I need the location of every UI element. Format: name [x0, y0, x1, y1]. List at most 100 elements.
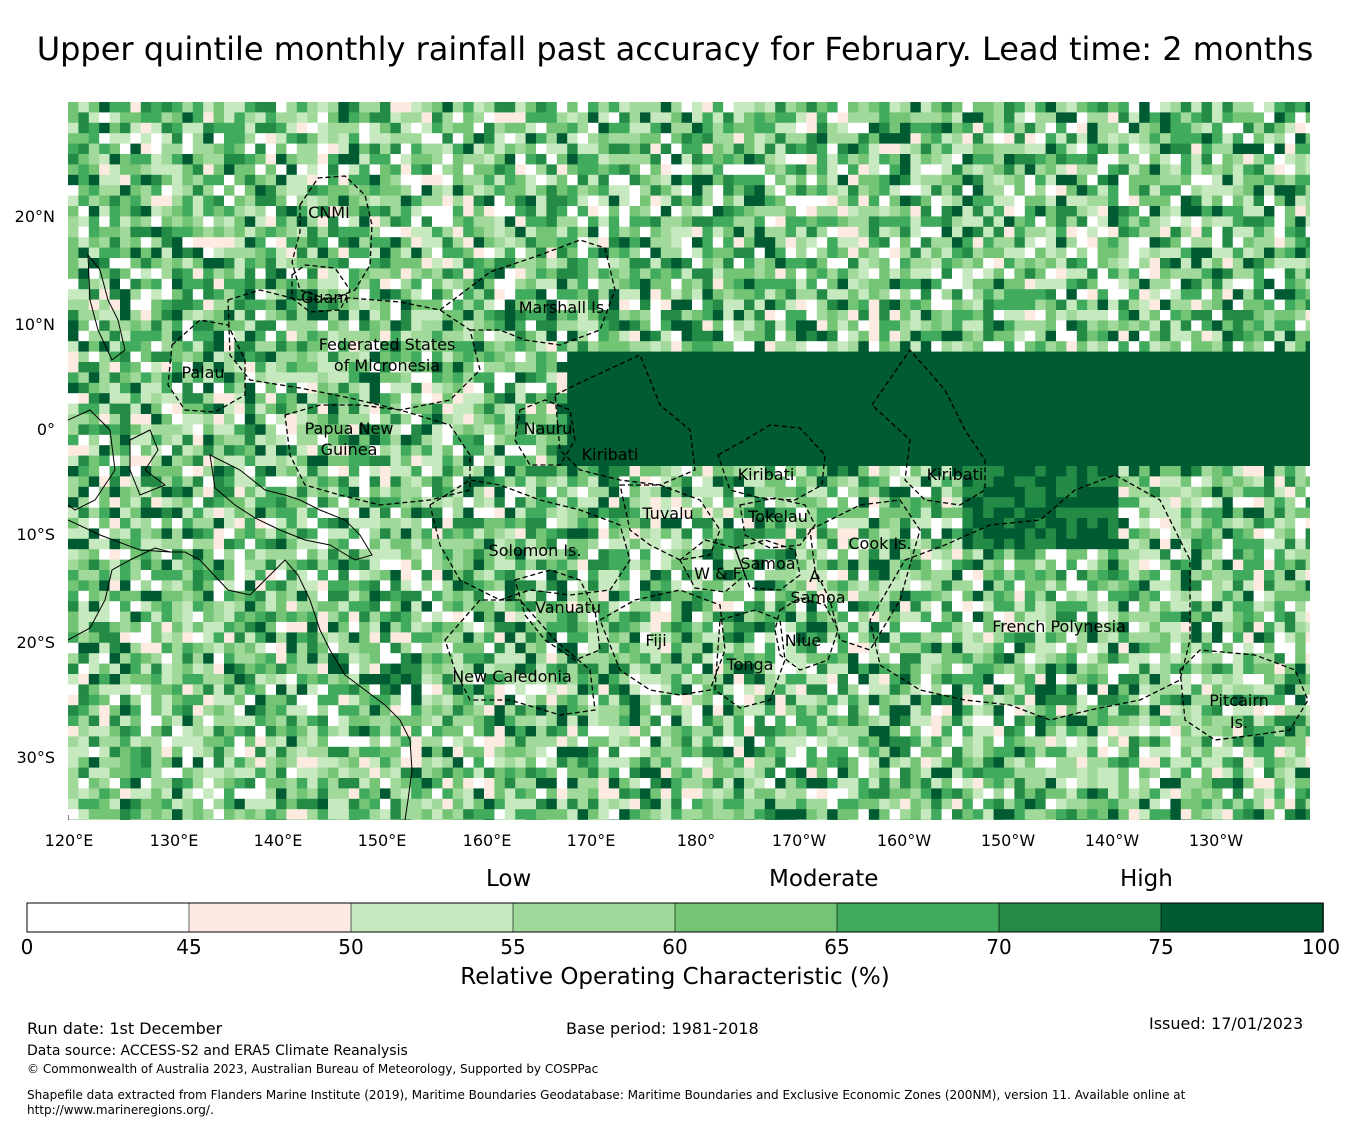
- heatmap-cell: [411, 164, 422, 176]
- heatmap-cell: [400, 393, 412, 404]
- heatmap-cell: [858, 351, 870, 363]
- heatmap-cell: [681, 237, 693, 248]
- heatmap-cell: [1076, 237, 1088, 248]
- heatmap-cell: [192, 424, 204, 436]
- heatmap-cell: [1222, 497, 1234, 508]
- heatmap-cell: [276, 278, 287, 290]
- heatmap-cell: [920, 154, 932, 165]
- heatmap-cell: [182, 341, 194, 352]
- heatmap-cell: [900, 310, 911, 321]
- heatmap-cell: [1180, 330, 1192, 342]
- heatmap-cell: [515, 237, 526, 248]
- heatmap-cell: [359, 133, 370, 144]
- heatmap-cell: [1056, 424, 1067, 436]
- heatmap-cell: [88, 507, 100, 519]
- heatmap-cell: [588, 330, 599, 342]
- heatmap-cell: [78, 403, 90, 415]
- heatmap-cell: [1035, 393, 1046, 404]
- heatmap-cell: [931, 372, 942, 384]
- heatmap-cell: [650, 497, 662, 508]
- heatmap-cell: [598, 154, 610, 165]
- heatmap-cell: [962, 174, 974, 186]
- heatmap-cell: [681, 414, 693, 425]
- heatmap-cell: [660, 154, 672, 165]
- heatmap-cell: [640, 372, 651, 384]
- heatmap-cell: [983, 102, 994, 113]
- heatmap-cell: [671, 486, 682, 498]
- heatmap-cell: [536, 466, 547, 477]
- heatmap-cell: [1118, 122, 1130, 134]
- heatmap-cell: [993, 310, 1005, 321]
- heatmap-cell: [816, 341, 828, 352]
- heatmap-cell: [1264, 195, 1275, 207]
- heatmap-cell: [723, 507, 734, 519]
- heatmap-cell: [879, 164, 890, 176]
- heatmap-cell: [858, 216, 870, 228]
- heatmap-cell: [151, 174, 162, 186]
- heatmap-cell: [1274, 476, 1286, 488]
- heatmap-cell: [172, 351, 183, 363]
- heatmap-cell: [764, 247, 776, 259]
- heatmap-cell: [192, 455, 204, 467]
- heatmap-cell: [255, 372, 266, 384]
- heatmap-cell: [1076, 258, 1088, 269]
- heatmap-cell: [473, 330, 485, 342]
- heatmap-cell: [1035, 154, 1046, 165]
- heatmap-cell: [1284, 268, 1296, 280]
- heatmap-cell: [1284, 341, 1296, 352]
- heatmap-cell: [359, 330, 370, 342]
- heatmap-cell: [598, 518, 610, 529]
- heatmap-cell: [411, 299, 422, 311]
- heatmap-cell: [88, 216, 100, 228]
- heatmap-cell: [504, 102, 516, 113]
- heatmap-cell: [858, 237, 870, 248]
- heatmap-cell: [806, 195, 818, 207]
- heatmap-cell: [109, 164, 121, 176]
- heatmap-cell: [785, 133, 797, 144]
- heatmap-cell: [1222, 195, 1234, 207]
- heatmap-cell: [307, 393, 318, 404]
- heatmap-cell: [307, 133, 318, 144]
- heatmap-cell: [307, 299, 318, 311]
- heatmap-cell: [99, 143, 110, 155]
- heatmap-cell: [1056, 102, 1067, 113]
- heatmap-cell: [1264, 341, 1275, 352]
- heatmap-cell: [931, 330, 942, 342]
- heatmap-cell: [879, 507, 890, 519]
- heatmap-cell: [796, 382, 807, 394]
- heatmap-cell: [671, 382, 682, 394]
- heatmap-cell: [744, 403, 755, 415]
- heatmap-cell: [1305, 320, 1310, 332]
- heatmap-cell: [99, 382, 110, 394]
- heatmap-cell: [109, 299, 121, 311]
- heatmap-cell: [1045, 289, 1057, 300]
- heatmap-cell: [244, 247, 256, 259]
- heatmap-cell: [224, 310, 235, 321]
- heatmap-cell: [1191, 466, 1202, 477]
- heatmap-cell: [983, 362, 994, 373]
- heatmap-cell: [1232, 164, 1244, 176]
- heatmap-cell: [1097, 351, 1109, 363]
- heatmap-cell: [962, 455, 974, 467]
- heatmap-cell: [369, 518, 381, 529]
- heatmap-cell: [868, 112, 880, 124]
- heatmap-cell: [671, 258, 682, 269]
- heatmap-cell: [244, 362, 256, 373]
- heatmap-cell: [785, 102, 797, 113]
- heatmap-cell: [296, 268, 308, 280]
- heatmap-cell: [1076, 195, 1088, 207]
- heatmap-cell: [608, 185, 620, 196]
- heatmap-cell: [879, 216, 890, 228]
- heatmap-cell: [328, 330, 339, 342]
- heatmap-cell: [203, 310, 214, 321]
- heatmap-cell: [920, 195, 932, 207]
- heatmap-cell: [442, 278, 454, 290]
- heatmap-cell: [130, 351, 142, 363]
- heatmap-cell: [400, 466, 412, 477]
- heatmap-cell: [161, 382, 173, 394]
- heatmap-cell: [1295, 466, 1306, 477]
- heatmap-cell: [140, 310, 152, 321]
- heatmap-cell: [785, 122, 797, 134]
- heatmap-cell: [1201, 310, 1213, 321]
